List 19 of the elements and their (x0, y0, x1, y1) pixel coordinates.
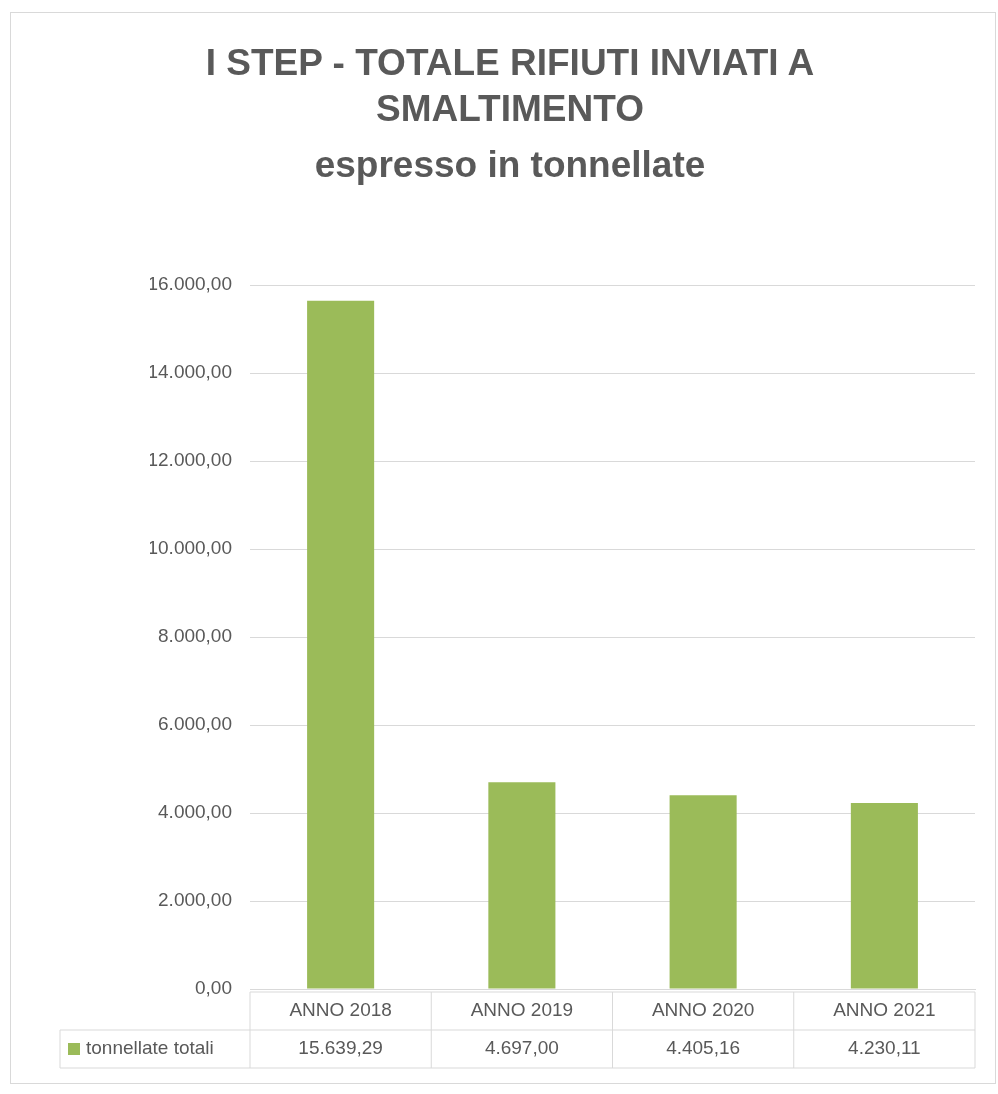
bar (669, 795, 737, 989)
y-tick-label: 2.000,00 (158, 889, 232, 911)
x-tick-label: ANNO 2020 (651, 999, 755, 1021)
bar (850, 802, 918, 989)
legend-label: tonnellate totali (86, 1037, 214, 1059)
data-label: 4.405,16 (666, 1037, 741, 1059)
x-tick-label: ANNO 2019 (470, 999, 574, 1021)
data-label: 15.639,29 (298, 1037, 383, 1059)
y-tick-label: 0,00 (195, 977, 232, 999)
y-tick-label: 8.000,00 (158, 625, 232, 647)
data-label: 4.697,00 (484, 1037, 559, 1059)
bar (307, 300, 375, 989)
y-tick-label: 6.000,00 (158, 713, 232, 735)
bar (488, 782, 556, 989)
chart-subtitle: espresso in tonnellate (313, 143, 707, 187)
x-tick-label: ANNO 2021 (833, 999, 936, 1021)
y-tick-label: 4.000,00 (158, 801, 232, 823)
data-label: 4.230,11 (848, 1037, 921, 1059)
x-tick-label: ANNO 2018 (289, 999, 392, 1021)
